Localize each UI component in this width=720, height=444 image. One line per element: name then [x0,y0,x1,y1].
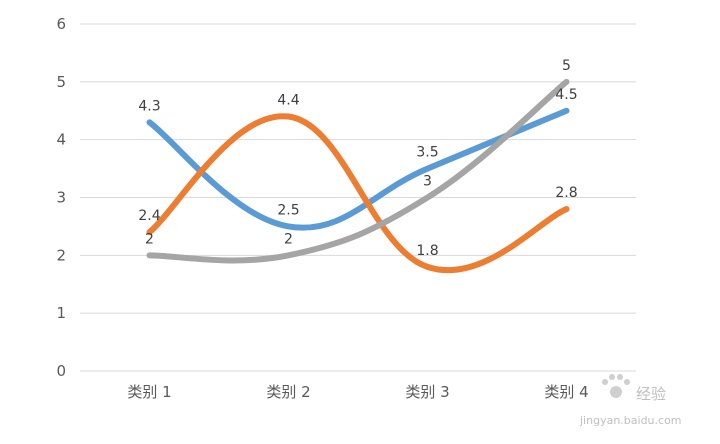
y-tick-label: 1 [56,304,66,322]
data-label: 5 [562,58,571,74]
y-tick-label: 2 [56,246,66,264]
watermark: 经验 jingyan.baidu.com [579,374,682,427]
y-axis-tick-labels: 0 1 2 3 4 5 6 [56,15,66,380]
data-label: 2.4 [138,208,160,224]
y-tick-label: 5 [56,73,66,91]
data-label: 2 [284,231,293,247]
watermark-text: 经验 [636,385,666,403]
x-tick-label: 类别 4 [544,383,588,401]
x-tick-label: 类别 1 [127,383,171,401]
y-tick-label: 0 [56,362,66,380]
x-tick-label: 类别 3 [405,383,449,401]
gridlines [80,23,636,372]
series-line-3 [146,78,570,264]
data-label: 4.3 [138,98,160,114]
y-tick-label: 6 [56,15,66,33]
y-tick-label: 4 [56,131,66,149]
y-tick-label: 3 [56,189,66,207]
data-label: 3 [423,174,432,190]
data-labels: 4.3 2.5 3.5 4.5 2.4 4.4 1.8 2.8 2 2 3 5 [138,58,577,259]
x-axis-tick-labels: 类别 1 类别 2 类别 3 类别 4 [127,383,588,401]
data-label: 2.8 [555,185,577,201]
data-label: 2.5 [277,202,299,218]
watermark-url: jingyan.baidu.com [579,414,682,427]
series-lines [146,78,570,274]
data-label: 2 [145,231,154,247]
data-label: 3.5 [416,145,438,161]
data-label: 1.8 [416,243,438,259]
x-tick-label: 类别 2 [266,383,310,401]
series-line-2 [146,113,570,274]
paw-icon [602,374,630,398]
series-line-1 [146,107,570,231]
data-label: 4.4 [277,93,299,109]
data-label: 4.5 [555,87,577,103]
